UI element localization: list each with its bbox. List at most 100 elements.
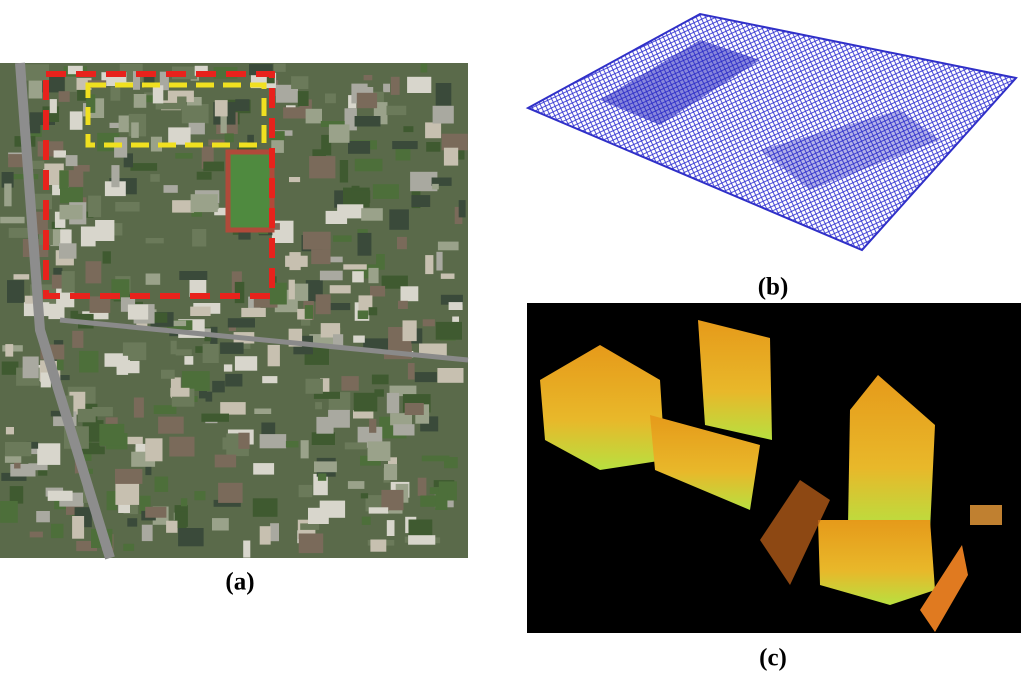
texture — [317, 473, 327, 481]
texture — [249, 64, 273, 76]
texture — [153, 405, 177, 414]
texture — [95, 220, 115, 241]
lidar-image — [527, 303, 1021, 633]
texture — [372, 184, 399, 199]
texture — [28, 76, 43, 99]
point-cloud-dense — [760, 110, 940, 190]
texture — [356, 92, 378, 109]
texture — [110, 86, 121, 101]
building — [970, 505, 1002, 525]
texture — [309, 156, 336, 179]
building — [650, 415, 760, 510]
texture — [314, 461, 337, 473]
texture — [440, 273, 455, 279]
texture — [420, 495, 446, 507]
texture — [410, 171, 438, 192]
texture — [4, 455, 22, 463]
texture — [36, 511, 50, 523]
texture — [408, 535, 436, 545]
texture — [212, 518, 229, 531]
texture — [320, 378, 330, 396]
texture — [408, 519, 433, 538]
texture — [288, 279, 295, 300]
texture — [425, 122, 442, 139]
texture — [24, 295, 41, 304]
texture — [220, 114, 227, 134]
road — [59, 317, 469, 363]
texture — [202, 343, 219, 363]
texture — [131, 122, 139, 138]
texture — [425, 255, 434, 275]
texture — [320, 121, 345, 127]
texture — [65, 75, 77, 92]
texture — [139, 495, 151, 514]
texture — [212, 380, 225, 393]
texture — [234, 356, 258, 371]
texture — [238, 432, 250, 449]
texture — [411, 328, 423, 344]
texture — [154, 476, 169, 492]
texture — [5, 442, 32, 457]
texture — [179, 271, 208, 280]
texture — [220, 402, 246, 415]
texture — [289, 177, 301, 183]
texture — [403, 126, 414, 133]
texture — [389, 385, 417, 397]
texture — [322, 256, 343, 263]
panel-label: (a) — [225, 569, 254, 596]
texture — [187, 97, 202, 106]
texture — [368, 307, 378, 316]
texture — [49, 99, 57, 114]
texture — [190, 306, 211, 316]
texture — [29, 531, 43, 538]
texture — [67, 65, 83, 75]
texture — [333, 334, 344, 346]
texture — [360, 493, 369, 499]
texture — [388, 457, 397, 465]
building — [920, 545, 968, 632]
texture — [386, 105, 407, 116]
texture — [298, 533, 324, 554]
texture — [351, 185, 360, 193]
texture — [47, 490, 73, 501]
texture — [105, 417, 118, 429]
texture — [313, 391, 340, 399]
texture — [404, 403, 424, 415]
building — [540, 345, 665, 470]
texture — [422, 319, 435, 327]
texture — [5, 427, 15, 435]
texture — [369, 418, 377, 433]
texture — [120, 436, 143, 445]
texture — [300, 523, 320, 530]
texture — [361, 208, 383, 221]
texture — [123, 153, 133, 168]
texture — [141, 524, 153, 542]
texture — [53, 267, 63, 276]
texture — [10, 463, 36, 477]
texture — [214, 454, 237, 468]
texture — [37, 443, 61, 465]
texture — [353, 335, 365, 343]
texture — [9, 486, 24, 504]
texture — [353, 410, 374, 419]
texture — [104, 181, 126, 197]
texture — [308, 507, 329, 524]
aerial-overlay — [15, 62, 469, 560]
texture — [354, 190, 371, 204]
texture — [354, 158, 383, 172]
texture — [192, 229, 207, 247]
texture — [1, 472, 27, 481]
texture — [205, 391, 213, 402]
texture — [89, 296, 111, 313]
texture — [8, 227, 34, 238]
texture — [155, 102, 183, 110]
texture — [122, 342, 147, 361]
texture — [344, 442, 367, 450]
texture — [178, 528, 204, 547]
texture — [353, 392, 378, 412]
texture — [243, 540, 251, 558]
texture — [127, 518, 138, 527]
road — [15, 62, 115, 560]
